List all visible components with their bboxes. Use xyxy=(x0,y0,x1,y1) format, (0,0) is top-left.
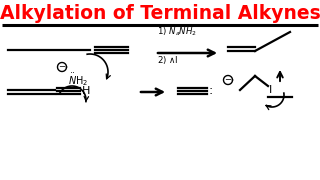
Text: $\ddot{N}$H$_2$: $\ddot{N}$H$_2$ xyxy=(68,71,88,88)
Text: H: H xyxy=(82,86,90,96)
Text: :: : xyxy=(209,84,213,98)
Text: Alkylation of Terminal Alkynes: Alkylation of Terminal Alkynes xyxy=(0,4,320,23)
Text: 1) $\mathit{N_aNH_2}$: 1) $\mathit{N_aNH_2}$ xyxy=(157,26,197,38)
Text: −: − xyxy=(59,62,66,71)
Text: 2) $\wedge$I: 2) $\wedge$I xyxy=(157,54,179,66)
Text: −: − xyxy=(225,75,231,84)
Text: I: I xyxy=(269,85,272,95)
